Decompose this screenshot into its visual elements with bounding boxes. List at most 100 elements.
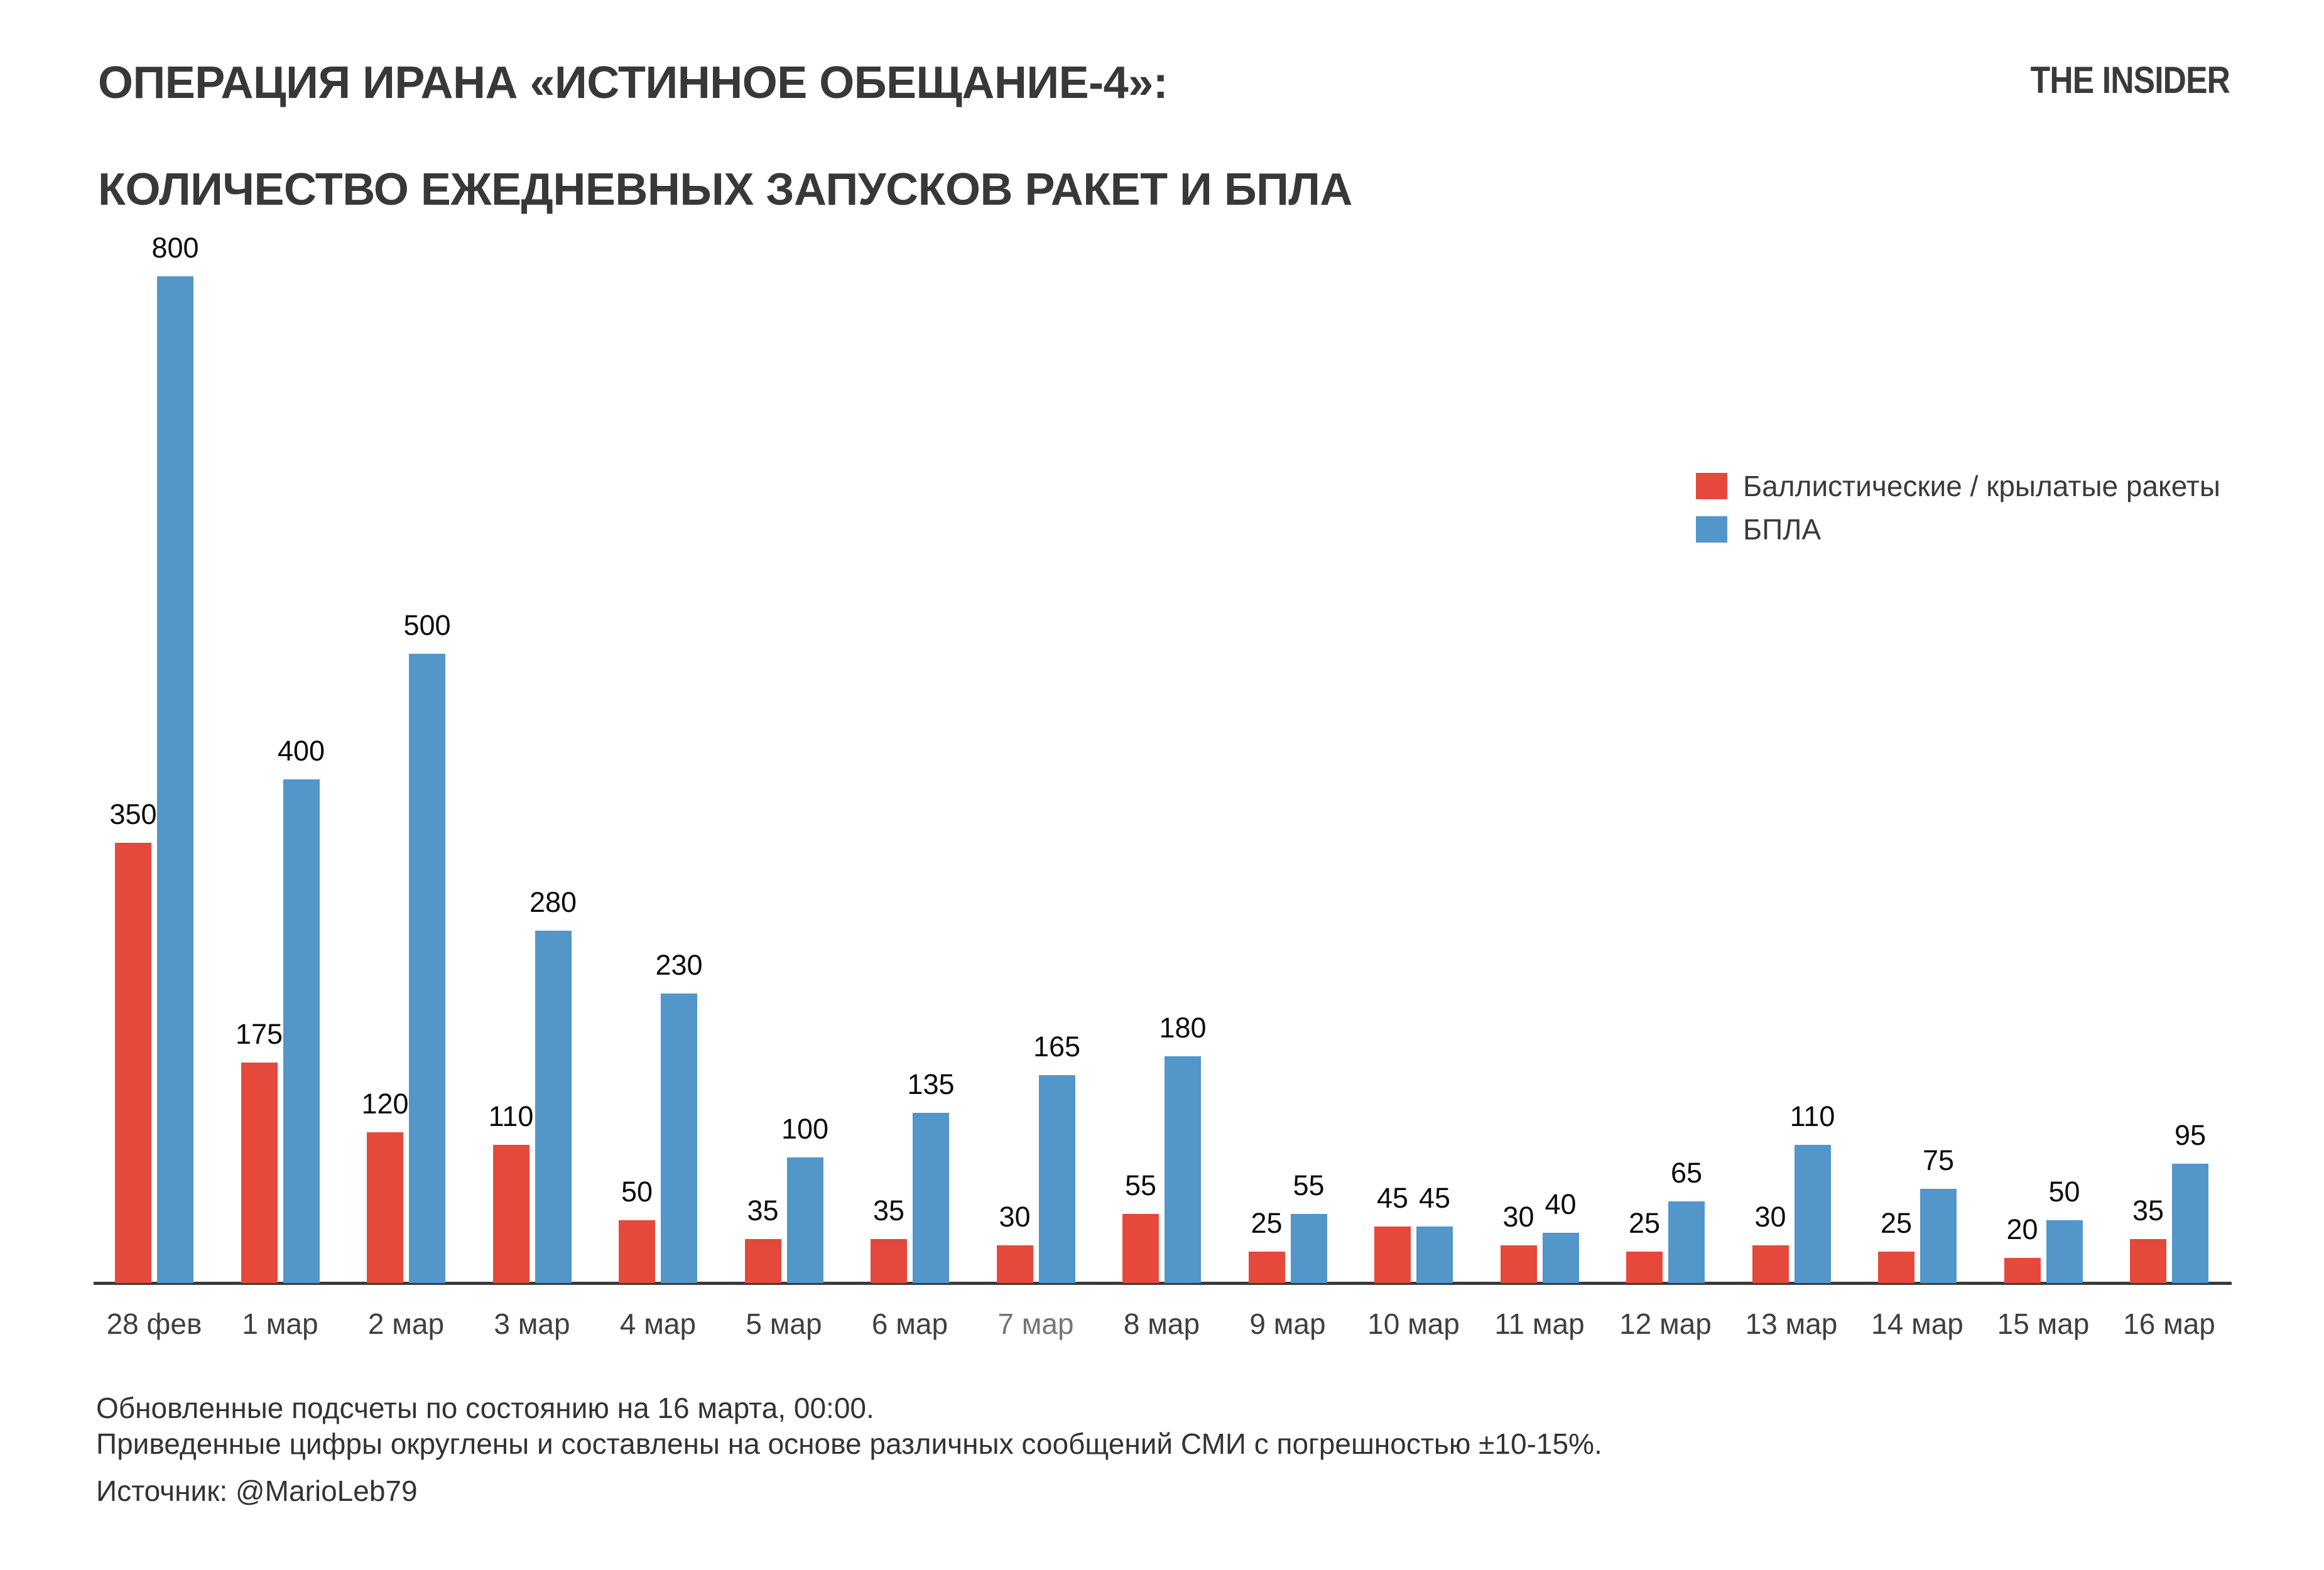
title-line-1: ОПЕРАЦИЯ ИРАНА «ИСТИННОЕ ОБЕЩАНИЕ-4»: <box>98 58 1168 108</box>
bar-uav-14 <box>1920 1189 1957 1283</box>
footer-note-updated: Обновленные подсчеты по состоянию на 16 … <box>96 1392 874 1424</box>
footer-source: Источник: @MarioLeb79 <box>96 1475 418 1507</box>
value-label-uav-4: 230 <box>655 949 703 981</box>
bar-uav-13 <box>1794 1145 1831 1283</box>
value-label-uav-2: 500 <box>403 609 451 641</box>
bar-missiles-5 <box>744 1239 781 1283</box>
value-label-missiles-7: 30 <box>999 1201 1031 1233</box>
bar-missiles-0 <box>115 843 151 1283</box>
bar-missiles-2 <box>367 1132 403 1283</box>
value-label-missiles-11: 30 <box>1502 1201 1534 1233</box>
x-tick-3: 3 мар <box>494 1307 570 1340</box>
bar-uav-0 <box>157 276 193 1283</box>
bar-uav-6 <box>913 1113 949 1283</box>
bar-missiles-7 <box>996 1245 1033 1283</box>
bar-uav-9 <box>1290 1214 1327 1283</box>
bar-missiles-4 <box>619 1220 655 1283</box>
value-label-missiles-1: 175 <box>235 1018 283 1050</box>
value-label-missiles-14: 25 <box>1880 1207 1913 1239</box>
page-title: ОПЕРАЦИЯ ИРАНА «ИСТИННОЕ ОБЕЩАНИЕ-4»: КО… <box>98 57 1352 217</box>
x-tick-5: 5 мар <box>746 1307 822 1340</box>
x-tick-9: 9 мар <box>1249 1307 1326 1340</box>
x-tick-11: 11 мар <box>1494 1307 1585 1340</box>
x-tick-13: 13 мар <box>1745 1307 1838 1340</box>
value-label-uav-0: 800 <box>151 232 199 264</box>
value-label-missiles-2: 120 <box>361 1088 409 1120</box>
x-tick-15: 15 мар <box>1997 1307 2090 1340</box>
bar-uav-1 <box>283 779 320 1283</box>
value-label-uav-15: 50 <box>2048 1176 2080 1208</box>
x-tick-10: 10 мар <box>1367 1307 1460 1340</box>
bar-missiles-13 <box>1752 1245 1789 1283</box>
value-label-missiles-6: 35 <box>872 1194 905 1226</box>
bar-uav-15 <box>2046 1220 2083 1283</box>
value-label-uav-13: 110 <box>1789 1100 1835 1132</box>
x-tick-4: 4 мар <box>619 1307 697 1340</box>
value-label-missiles-5: 35 <box>747 1194 779 1226</box>
value-label-missiles-16: 35 <box>2132 1194 2164 1226</box>
x-tick-8: 8 мар <box>1123 1307 1200 1340</box>
bar-uav-8 <box>1165 1056 1201 1283</box>
x-tick-14: 14 мар <box>1871 1307 1963 1340</box>
bar-missiles-14 <box>1878 1252 1914 1283</box>
value-label-missiles-3: 110 <box>488 1100 534 1132</box>
value-label-missiles-13: 30 <box>1754 1201 1786 1233</box>
bar-uav-4 <box>661 993 697 1283</box>
legend-row-missiles: Баллистические / крылатые ракеты <box>1696 470 2220 502</box>
value-label-uav-11: 40 <box>1545 1188 1577 1220</box>
x-tick-2: 2 мар <box>367 1307 445 1340</box>
value-label-missiles-15: 20 <box>2006 1213 2038 1245</box>
x-tick-6: 6 мар <box>871 1307 948 1340</box>
x-tick-16: 16 мар <box>2123 1307 2215 1340</box>
value-label-uav-10: 45 <box>1418 1182 1451 1214</box>
value-label-missiles-8: 55 <box>1124 1169 1157 1201</box>
bar-missiles-10 <box>1374 1226 1411 1283</box>
value-label-missiles-0: 350 <box>109 798 157 830</box>
bar-uav-3 <box>535 931 572 1283</box>
value-label-missiles-4: 50 <box>621 1176 653 1208</box>
legend-swatch-uav-icon <box>1696 516 1727 543</box>
value-label-missiles-10: 45 <box>1376 1182 1409 1214</box>
legend-row-uav: БПЛА <box>1696 513 2220 546</box>
bar-uav-2 <box>409 654 445 1283</box>
bar-missiles-11 <box>1500 1245 1537 1283</box>
bar-missiles-6 <box>871 1239 907 1283</box>
value-label-uav-3: 280 <box>529 886 577 918</box>
x-tick-1: 1 мар <box>242 1307 318 1340</box>
legend-label-missiles: Баллистические / крылатые ракеты <box>1743 470 2220 502</box>
x-tick-0: 28 фев <box>106 1307 202 1340</box>
title-line-2: КОЛИЧЕСТВО ЕЖЕДНЕВНЫХ ЗАПУСКОВ РАКЕТ И Б… <box>98 165 1352 215</box>
chart-legend: Баллистические / крылатые ракеты БПЛА <box>1696 470 2220 560</box>
value-label-missiles-9: 25 <box>1251 1207 1283 1239</box>
value-label-uav-7: 165 <box>1033 1031 1081 1063</box>
value-label-uav-9: 55 <box>1293 1169 1325 1201</box>
value-label-uav-12: 65 <box>1670 1157 1703 1189</box>
bar-uav-16 <box>2172 1164 2208 1283</box>
value-label-uav-14: 75 <box>1922 1144 1955 1176</box>
bar-uav-7 <box>1038 1075 1075 1283</box>
footer-note-methodology: Приведенные цифры округлены и составлены… <box>96 1427 1602 1460</box>
value-label-uav-5: 100 <box>781 1113 829 1145</box>
x-tick-7: 7 мар <box>997 1307 1074 1340</box>
bar-missiles-8 <box>1122 1214 1159 1283</box>
bar-uav-5 <box>786 1157 823 1283</box>
bar-missiles-1 <box>241 1063 278 1283</box>
bar-missiles-15 <box>2004 1258 2041 1283</box>
bar-uav-12 <box>1668 1201 1705 1283</box>
x-tick-12: 12 мар <box>1619 1307 1712 1340</box>
legend-swatch-missiles-icon <box>1696 473 1727 499</box>
bar-missiles-3 <box>492 1145 529 1283</box>
legend-label-uav: БПЛА <box>1743 513 1822 546</box>
value-label-uav-6: 135 <box>907 1068 955 1100</box>
bar-missiles-12 <box>1626 1252 1663 1283</box>
value-label-uav-1: 400 <box>277 735 325 767</box>
brand-logo: THE INSIDER <box>2030 59 2230 101</box>
bar-missiles-9 <box>1248 1252 1285 1283</box>
bar-missiles-16 <box>2130 1239 2166 1283</box>
value-label-missiles-12: 25 <box>1628 1207 1661 1239</box>
value-label-uav-16: 95 <box>2174 1119 2207 1151</box>
bar-uav-10 <box>1416 1226 1453 1283</box>
bar-uav-11 <box>1542 1233 1579 1283</box>
x-axis-line <box>94 1282 2232 1285</box>
